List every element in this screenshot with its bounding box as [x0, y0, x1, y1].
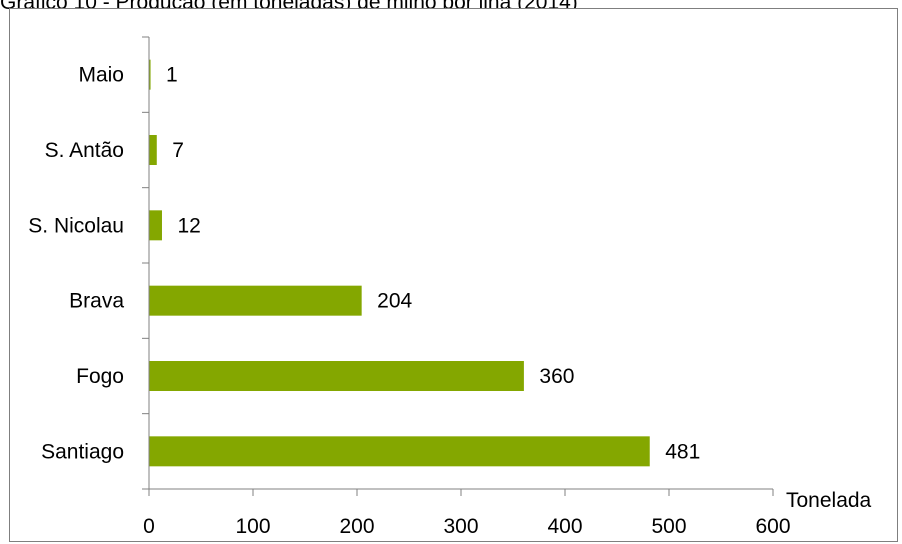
bar — [149, 436, 650, 467]
data-label: 481 — [665, 440, 700, 463]
bar — [149, 210, 162, 241]
x-tick-label: 200 — [339, 515, 374, 538]
data-label: 12 — [177, 214, 200, 237]
x-tick-label: 500 — [651, 515, 686, 538]
labels: 0 100 200 300 400 500 600 Tonelada Maio 1 S. Antão… — [28, 64, 871, 538]
data-label: 1 — [166, 64, 178, 87]
category-label: Brava — [69, 290, 124, 313]
bar — [149, 59, 151, 90]
data-label: 7 — [172, 139, 184, 162]
x-tick-label: 0 — [143, 515, 155, 538]
x-tick-label: 100 — [235, 515, 270, 538]
category-label: Santiago — [41, 440, 124, 463]
category-label: S. Nicolau — [28, 214, 124, 237]
axes — [142, 36, 774, 496]
bar — [149, 135, 157, 165]
data-label: 204 — [377, 290, 412, 313]
category-label: S. Antão — [45, 139, 124, 162]
x-axis-title: Tonelada — [786, 489, 872, 512]
category-label: Maio — [78, 64, 124, 87]
x-tick-label: 400 — [547, 515, 582, 538]
category-label: Fogo — [76, 365, 124, 388]
bar — [149, 361, 524, 391]
data-label: 360 — [539, 365, 574, 388]
bar — [149, 285, 362, 316]
x-tick-label: 300 — [443, 515, 478, 538]
x-tick-label: 600 — [755, 515, 790, 538]
bars — [149, 59, 650, 467]
